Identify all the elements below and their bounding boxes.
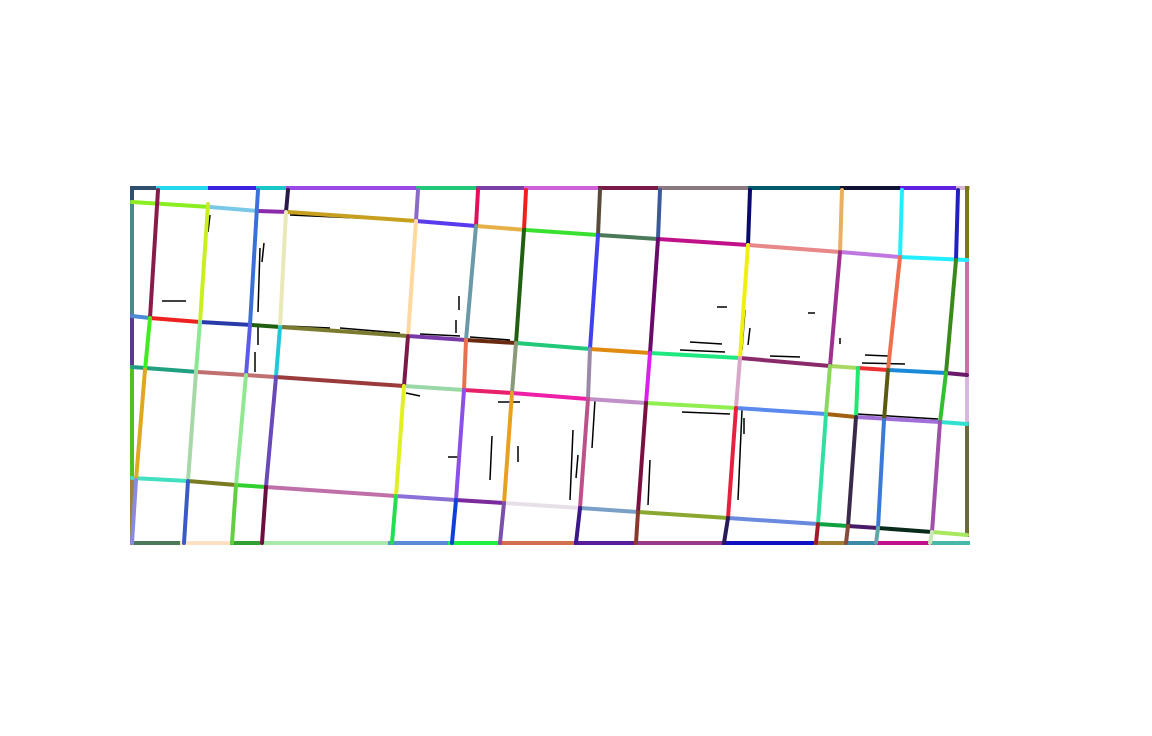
outer-border-lines (130, 186, 970, 545)
horizontal-grid-lines (130, 200, 969, 537)
vertical-grid-lines (130, 188, 960, 545)
detected-wall-marks (162, 214, 945, 522)
